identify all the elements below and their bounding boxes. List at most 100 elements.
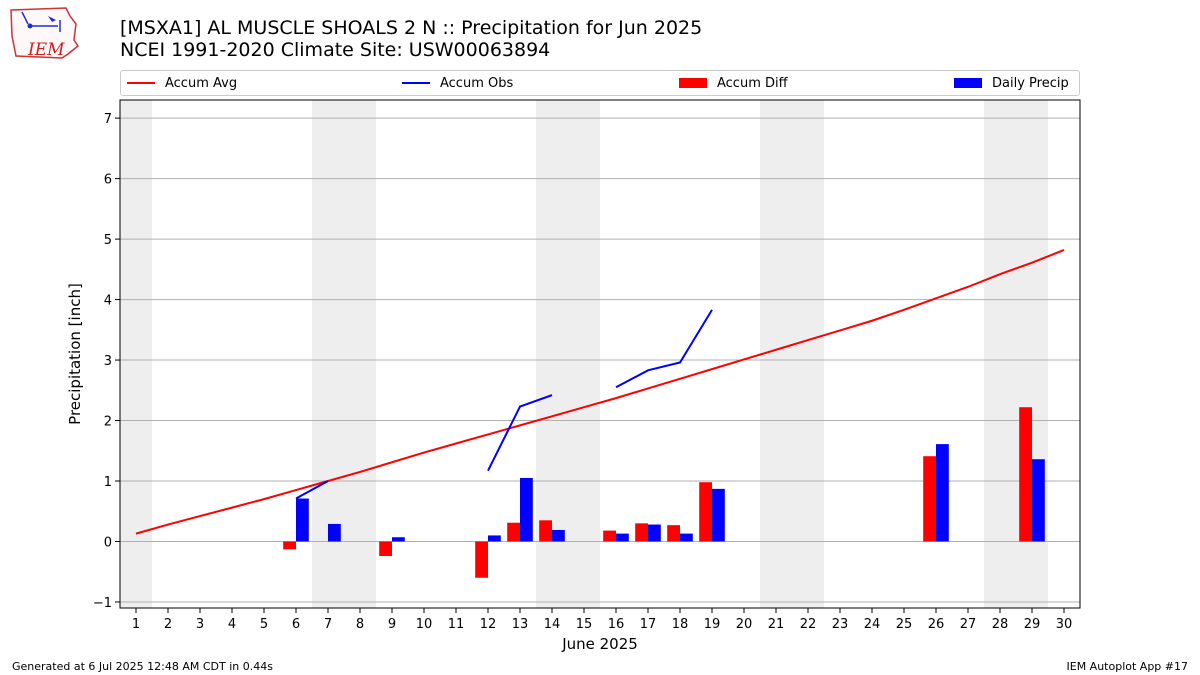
daily-precip-bar <box>648 524 661 542</box>
accum-avg-line <box>135 249 1065 535</box>
daily-precip-bar <box>552 529 565 542</box>
x-tick-label: 23 <box>832 617 849 632</box>
daily-precip-bar <box>392 537 405 542</box>
x-tick-label: 16 <box>608 617 625 632</box>
iowa-map-icon <box>10 7 80 59</box>
legend-item-accum-diff: Accum Diff <box>679 71 788 95</box>
y-tick-label: 5 <box>104 233 112 248</box>
legend-swatch-accum-obs <box>402 82 430 84</box>
x-tick-label: 4 <box>228 617 236 632</box>
x-tick-label: 24 <box>864 617 881 632</box>
accum-diff-bar <box>283 541 296 550</box>
accum-diff-bar <box>635 523 648 542</box>
x-tick-label: 7 <box>324 617 332 632</box>
x-tick-label: 11 <box>448 617 465 632</box>
gridlines <box>120 117 1080 603</box>
chart-legend: Accum Avg Accum Obs Accum Diff Daily Pre… <box>120 70 1080 96</box>
logo-text: IEM <box>28 40 65 60</box>
accum-diff-bar <box>1019 407 1032 542</box>
legend-swatch-accum-diff <box>679 78 707 88</box>
x-tick-label: 6 <box>292 617 300 632</box>
y-tick-label: 2 <box>104 415 112 430</box>
x-tick-label: 19 <box>704 617 721 632</box>
weekend-band <box>312 100 344 608</box>
x-tick-label: 17 <box>640 617 657 632</box>
x-tick-label: 15 <box>576 617 593 632</box>
x-tick-label: 20 <box>736 617 753 632</box>
generated-timestamp: Generated at 6 Jul 2025 12:48 AM CDT in … <box>12 660 273 673</box>
x-axis-label: June 2025 <box>561 635 638 653</box>
chart-title: [MSXA1] AL MUSCLE SHOALS 2 N :: Precipit… <box>120 17 703 39</box>
series-lines <box>135 249 1065 535</box>
x-tick-label: 22 <box>800 617 817 632</box>
legend-label-accum-obs: Accum Obs <box>440 75 514 91</box>
legend-item-accum-obs: Accum Obs <box>402 71 513 95</box>
accum-diff-bar <box>539 520 552 542</box>
accum-obs-line <box>487 394 553 472</box>
legend-swatch-accum-avg <box>127 82 155 84</box>
daily-precip-bar <box>680 533 693 542</box>
daily-precip-bar <box>712 488 725 542</box>
accum-diff-bar <box>667 525 680 542</box>
weekend-band <box>792 100 824 608</box>
weekend-band <box>120 100 152 608</box>
x-tick-label: 18 <box>672 617 689 632</box>
y-tick-label: 0 <box>104 535 112 550</box>
accum-diff-bar <box>379 541 392 556</box>
x-tick-label: 9 <box>388 617 396 632</box>
legend-item-accum-avg: Accum Avg <box>127 71 237 95</box>
x-tick-label: 5 <box>260 617 268 632</box>
x-tick-label: 30 <box>1056 617 1073 632</box>
app-credit: IEM Autoplot App #17 <box>1066 660 1189 673</box>
weekend-shading <box>120 100 1048 608</box>
x-tick-label: 3 <box>196 617 204 632</box>
weekend-band <box>568 100 600 608</box>
accum-diff-bar <box>923 456 936 542</box>
daily-precip-bar <box>296 498 309 542</box>
plot-frame <box>119 99 1081 609</box>
x-tick-label: 8 <box>356 617 364 632</box>
legend-label-accum-diff: Accum Diff <box>717 75 788 91</box>
x-tick-label: 21 <box>768 617 785 632</box>
accum-diff-bar <box>699 482 712 542</box>
accum-diff-bar <box>475 541 488 578</box>
weekend-band <box>344 100 376 608</box>
bars <box>283 407 1045 578</box>
y-tick-label: −1 <box>93 596 112 611</box>
y-tick-label: 4 <box>104 294 112 309</box>
accum-obs-line <box>295 480 329 500</box>
accum-obs-line <box>615 309 713 389</box>
x-tick-label: 25 <box>896 617 913 632</box>
daily-precip-bar <box>1032 459 1045 542</box>
daily-precip-bar <box>328 523 341 542</box>
daily-precip-bar <box>616 533 629 542</box>
x-tick-label: 2 <box>164 617 172 632</box>
x-tick-label: 28 <box>992 617 1009 632</box>
weekend-band <box>984 100 1016 608</box>
iem-logo: IEM <box>8 6 80 60</box>
x-tick-label: 13 <box>512 617 529 632</box>
y-tick-label: 1 <box>104 475 112 490</box>
x-tick-label: 10 <box>416 617 433 632</box>
legend-swatch-daily-precip <box>954 78 982 88</box>
daily-precip-bar <box>488 535 501 542</box>
x-tick-label: 14 <box>544 617 561 632</box>
x-tick-label: 27 <box>960 617 977 632</box>
x-tick-label: 12 <box>480 617 497 632</box>
daily-precip-bar <box>520 477 533 542</box>
legend-label-daily-precip: Daily Precip <box>992 75 1069 91</box>
y-tick-label: 6 <box>104 173 112 188</box>
x-tick-label: 26 <box>928 617 945 632</box>
legend-item-daily-precip: Daily Precip <box>954 71 1069 95</box>
daily-precip-bar <box>936 444 949 542</box>
chart-subtitle: NCEI 1991-2020 Climate Site: USW00063894 <box>120 39 551 61</box>
x-tick-label: 1 <box>132 617 140 632</box>
y-axis-label: Precipitation [inch] <box>66 283 84 425</box>
y-tick-label: 3 <box>104 354 112 369</box>
x-tick-label: 29 <box>1024 617 1041 632</box>
legend-label-accum-avg: Accum Avg <box>165 75 238 91</box>
y-tick-label: 7 <box>104 112 112 127</box>
accum-diff-bar <box>603 530 616 542</box>
